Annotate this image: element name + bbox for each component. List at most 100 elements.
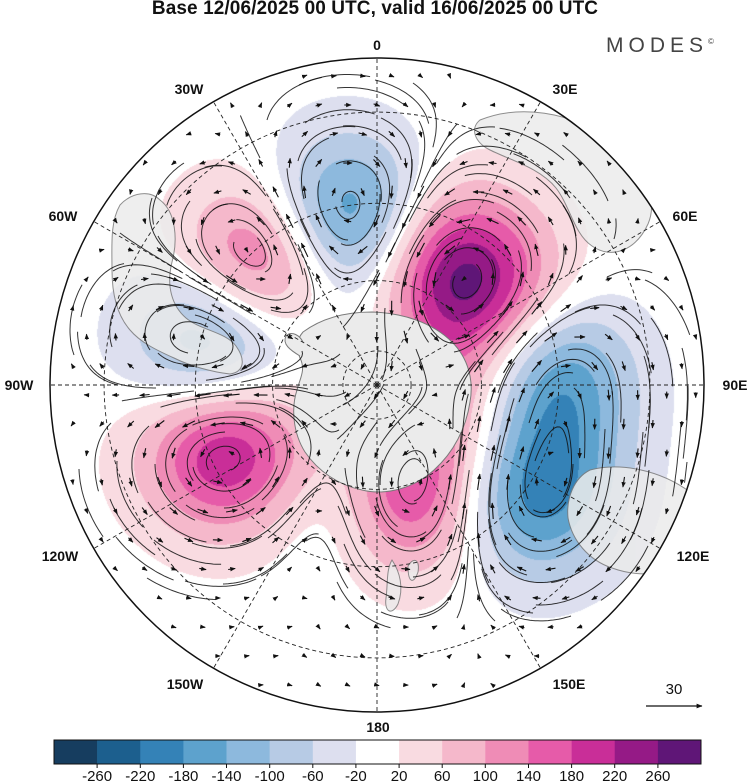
streamline [491, 298, 539, 356]
wind-arrow [432, 272, 437, 287]
wind-arrow [142, 159, 148, 166]
wind-arrow [504, 595, 512, 601]
wind-arrow [373, 390, 380, 400]
wind-arrow [477, 653, 482, 660]
streamline [436, 126, 496, 164]
wind-arrow [401, 508, 410, 513]
wind-arrow [345, 565, 350, 573]
streamline [533, 463, 574, 514]
wind-arrow [315, 273, 322, 285]
wind-arrow [214, 132, 221, 137]
wind-arrow [373, 272, 381, 286]
wind-arrow [301, 420, 308, 428]
wind-arrow [257, 102, 263, 109]
wind-arrow [577, 217, 583, 225]
wind-arrow [505, 473, 511, 490]
wind-arrow [489, 564, 496, 574]
wind-arrow [621, 418, 626, 430]
wind-arrow [344, 681, 351, 687]
streamline [94, 422, 112, 492]
streamline [148, 197, 178, 262]
streamline [498, 250, 522, 318]
wind-arrow [70, 363, 76, 370]
wind-arrow [286, 102, 293, 109]
colorbar-swatch [614, 740, 659, 764]
wind-arrow [373, 565, 381, 573]
lon-label-120e: 120E [677, 548, 710, 564]
wind-arrow [403, 330, 409, 344]
streamline [456, 145, 527, 158]
streamline [562, 205, 577, 275]
wind-arrow [591, 361, 599, 371]
wind-arrow [185, 595, 192, 600]
wind-arrow [547, 624, 554, 629]
wind-arrow [128, 477, 133, 487]
streamline [613, 218, 617, 240]
wind-arrow [460, 682, 466, 689]
streamline [160, 393, 233, 408]
wind-arrow [285, 506, 294, 516]
lon-label-60w: 60W [49, 208, 79, 224]
streamline [508, 532, 573, 552]
colorbar-swatch [657, 740, 702, 764]
streamline [408, 161, 451, 222]
meridian-line [376, 384, 661, 549]
wind-arrow [416, 421, 425, 426]
wind-arrow [360, 188, 365, 197]
streamline [481, 568, 534, 614]
wind-arrow [418, 300, 424, 316]
streamline [232, 317, 261, 371]
wind-arrow [127, 537, 134, 543]
wind-arrow [418, 361, 423, 371]
wind-arrow [228, 567, 236, 572]
wind-arrow [515, 330, 528, 344]
wind-arrow [84, 450, 90, 457]
streamline [205, 347, 265, 381]
wind-arrow [388, 419, 396, 429]
lon-label-150e: 150E [553, 676, 586, 692]
streamline [121, 390, 195, 402]
colorbar-swatch [269, 740, 314, 764]
streamline [519, 484, 567, 518]
wind-arrow [182, 363, 195, 369]
wind-arrow [242, 189, 251, 195]
streamline [109, 284, 138, 348]
wind-arrow [257, 625, 264, 630]
wind-arrow [447, 131, 453, 137]
wind-arrow [98, 248, 105, 253]
wind-arrow [417, 654, 424, 659]
wind-arrow [244, 131, 250, 138]
wind-arrow [620, 305, 628, 311]
wind-arrow [272, 186, 279, 198]
reference-vector: 30 [646, 681, 703, 709]
streamline [490, 362, 516, 432]
wind-arrow [272, 476, 280, 488]
colorbar-tick-label: 180 [559, 768, 584, 783]
wind-arrow [166, 393, 181, 398]
wind-arrow [200, 624, 206, 629]
wind-arrow [635, 566, 641, 572]
wind-arrow [621, 476, 626, 488]
streamline [194, 314, 234, 362]
streamline [496, 398, 515, 470]
lon-label-180: 180 [366, 719, 390, 735]
wind-arrow [606, 160, 612, 167]
wind-arrow [460, 624, 466, 630]
wind-arrow [142, 218, 147, 225]
wind-arrow [301, 363, 308, 368]
streamline [408, 199, 457, 255]
wind-arrow [678, 304, 684, 311]
meridian-line [376, 221, 661, 386]
wind-arrow [534, 477, 540, 486]
colorbar-swatch [485, 740, 529, 764]
streamline [450, 509, 468, 581]
wind-arrow [544, 332, 558, 342]
streamline [606, 269, 653, 278]
wind-arrow [226, 508, 238, 514]
streamline [535, 580, 604, 606]
wind-arrow [576, 506, 584, 517]
wind-arrow [273, 130, 278, 138]
wind-arrow [156, 537, 164, 543]
wind-arrow [228, 332, 235, 342]
wind-arrow [635, 506, 641, 516]
